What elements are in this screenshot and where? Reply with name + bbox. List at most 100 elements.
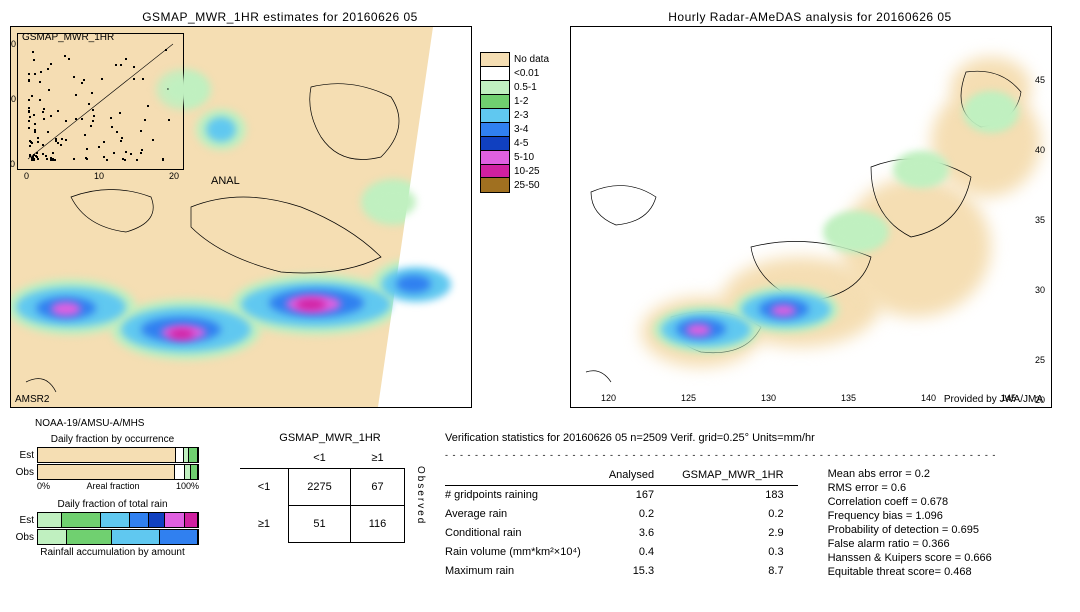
- metric-line: False alarm ratio = 0.366: [828, 538, 992, 550]
- scatter-dot: [81, 118, 83, 120]
- fraction-segment: [130, 513, 149, 527]
- scatter-dot: [64, 55, 66, 57]
- scatter-dot: [65, 120, 67, 122]
- scatter-dot: [91, 92, 93, 94]
- legend-row: <0.01: [480, 66, 549, 80]
- fraction-segment: [191, 465, 198, 479]
- scatter-dot: [55, 138, 57, 140]
- scatter-dot: [125, 151, 127, 153]
- occurrence-est-bar: [37, 447, 199, 463]
- fraction-segment: [101, 513, 130, 527]
- stats-row: # gridpoints raining167183: [445, 485, 798, 504]
- scatter-dot: [50, 115, 52, 117]
- scatter-dot: [36, 152, 38, 154]
- amsr2-label: AMSR2: [15, 394, 49, 405]
- lon-tick: 135: [841, 393, 856, 403]
- scatter-dot: [121, 137, 123, 139]
- scatter-dot: [90, 125, 92, 127]
- rain-blob: [206, 117, 236, 142]
- ct-col1: <1: [289, 448, 350, 469]
- totalrain-footer: Rainfall accumulation by amount: [10, 547, 215, 558]
- scatter-dot: [55, 140, 57, 142]
- legend-row: 0.5-1: [480, 80, 549, 94]
- scatter-dot: [37, 141, 39, 143]
- stats-table: Analysed GSMAP_MWR_1HR # gridpoints rain…: [445, 466, 798, 580]
- scatter-dot: [115, 64, 117, 66]
- scatter-dot: [37, 137, 39, 139]
- scatter-dot: [40, 71, 42, 73]
- scatter-dot: [111, 126, 113, 128]
- lat-tick: 20: [1035, 395, 1045, 405]
- fraction-segment: [165, 513, 184, 527]
- est-label: Est: [10, 450, 37, 461]
- fraction-segment: [189, 448, 198, 462]
- rain-blob: [371, 187, 416, 217]
- scatter-dot: [133, 78, 135, 80]
- lon-tick: 130: [761, 393, 776, 403]
- fraction-segment: [38, 530, 67, 544]
- scatter-dot: [29, 145, 31, 147]
- scatter-dot: [92, 120, 94, 122]
- legend-row: 25-50: [480, 178, 549, 192]
- scatter-dot: [88, 103, 90, 105]
- fraction-column: Daily fraction by occurrence Est Obs 0% …: [10, 432, 215, 580]
- right-map-title: Hourly Radar-AMeDAS analysis for 2016062…: [570, 10, 1050, 24]
- inset-y-20: 20: [10, 39, 16, 49]
- axis-100: 100%: [176, 481, 199, 491]
- stats-header: Verification statistics for 20160626 05 …: [445, 432, 1070, 444]
- scatter-dot: [136, 159, 138, 161]
- stats-row: Maximum rain15.38.7: [445, 561, 798, 580]
- fraction-segment: [149, 513, 165, 527]
- occurrence-title: Daily fraction by occurrence: [10, 434, 215, 445]
- inset-x-0: 0: [24, 171, 29, 181]
- rain-blob: [169, 329, 194, 339]
- legend-row: 10-25: [480, 164, 549, 178]
- scatter-dot: [165, 49, 167, 51]
- scatter-dot: [28, 107, 30, 109]
- metric-line: Probability of detection = 0.695: [828, 524, 992, 536]
- fraction-segment: [62, 513, 101, 527]
- axis-0: 0%: [37, 481, 50, 491]
- totalrain-est-bar: [37, 512, 199, 528]
- scatter-dot: [168, 119, 170, 121]
- scatter-dot: [34, 123, 36, 125]
- scatter-dot: [103, 141, 105, 143]
- inset-diagonal: [18, 34, 183, 169]
- rain-blob: [831, 217, 881, 247]
- scatter-dot: [43, 108, 45, 110]
- scatter-dot: [125, 58, 127, 60]
- stats-row: Rain volume (mm*km²×10⁴)0.40.3: [445, 542, 798, 561]
- rain-blob: [771, 305, 796, 316]
- scatter-dot: [84, 134, 86, 136]
- metric-line: Correlation coeff = 0.678: [828, 496, 992, 508]
- lon-tick: 120: [601, 393, 616, 403]
- ct-side-label: Observed: [415, 466, 430, 525]
- lon-tick: 145: [1001, 393, 1016, 403]
- obs-label: Obs: [10, 467, 37, 478]
- color-legend: No data<0.010.5-11-22-33-44-55-1010-2525…: [480, 52, 549, 192]
- scatter-dot: [120, 64, 122, 66]
- scatter-dot: [54, 159, 56, 161]
- rain-blob: [51, 302, 81, 316]
- scatter-dot: [32, 51, 34, 53]
- inset-scatter-box: GSMAP_MWR_1HR 20 10 0 0 10 20: [17, 33, 184, 170]
- fraction-segment: [38, 448, 176, 462]
- scatter-dot: [28, 99, 30, 101]
- scatter-dot: [34, 73, 36, 75]
- inset-y-0: 0: [10, 159, 15, 169]
- scatter-dot: [140, 152, 142, 154]
- scatter-dot: [28, 120, 30, 122]
- ct-col2: ≥1: [350, 448, 405, 469]
- lat-tick: 35: [1035, 215, 1045, 225]
- scatter-dot: [57, 110, 59, 112]
- contingency-title: GSMAP_MWR_1HR: [230, 432, 430, 444]
- occurrence-axis: 0% Areal fraction 100%: [37, 481, 199, 491]
- est-label-2: Est: [10, 515, 37, 526]
- fraction-segment: [185, 513, 198, 527]
- ct-row1: <1: [240, 469, 289, 506]
- left-map-panel: GSMAP_MWR_1HR estimates for 20160626 05 …: [10, 10, 550, 410]
- metrics-list: Mean abs error = 0.2RMS error = 0.6Corre…: [828, 466, 992, 580]
- scatter-dot: [120, 140, 122, 142]
- scatter-dot: [130, 153, 132, 155]
- right-map-panel: Hourly Radar-AMeDAS analysis for 2016062…: [570, 10, 1050, 410]
